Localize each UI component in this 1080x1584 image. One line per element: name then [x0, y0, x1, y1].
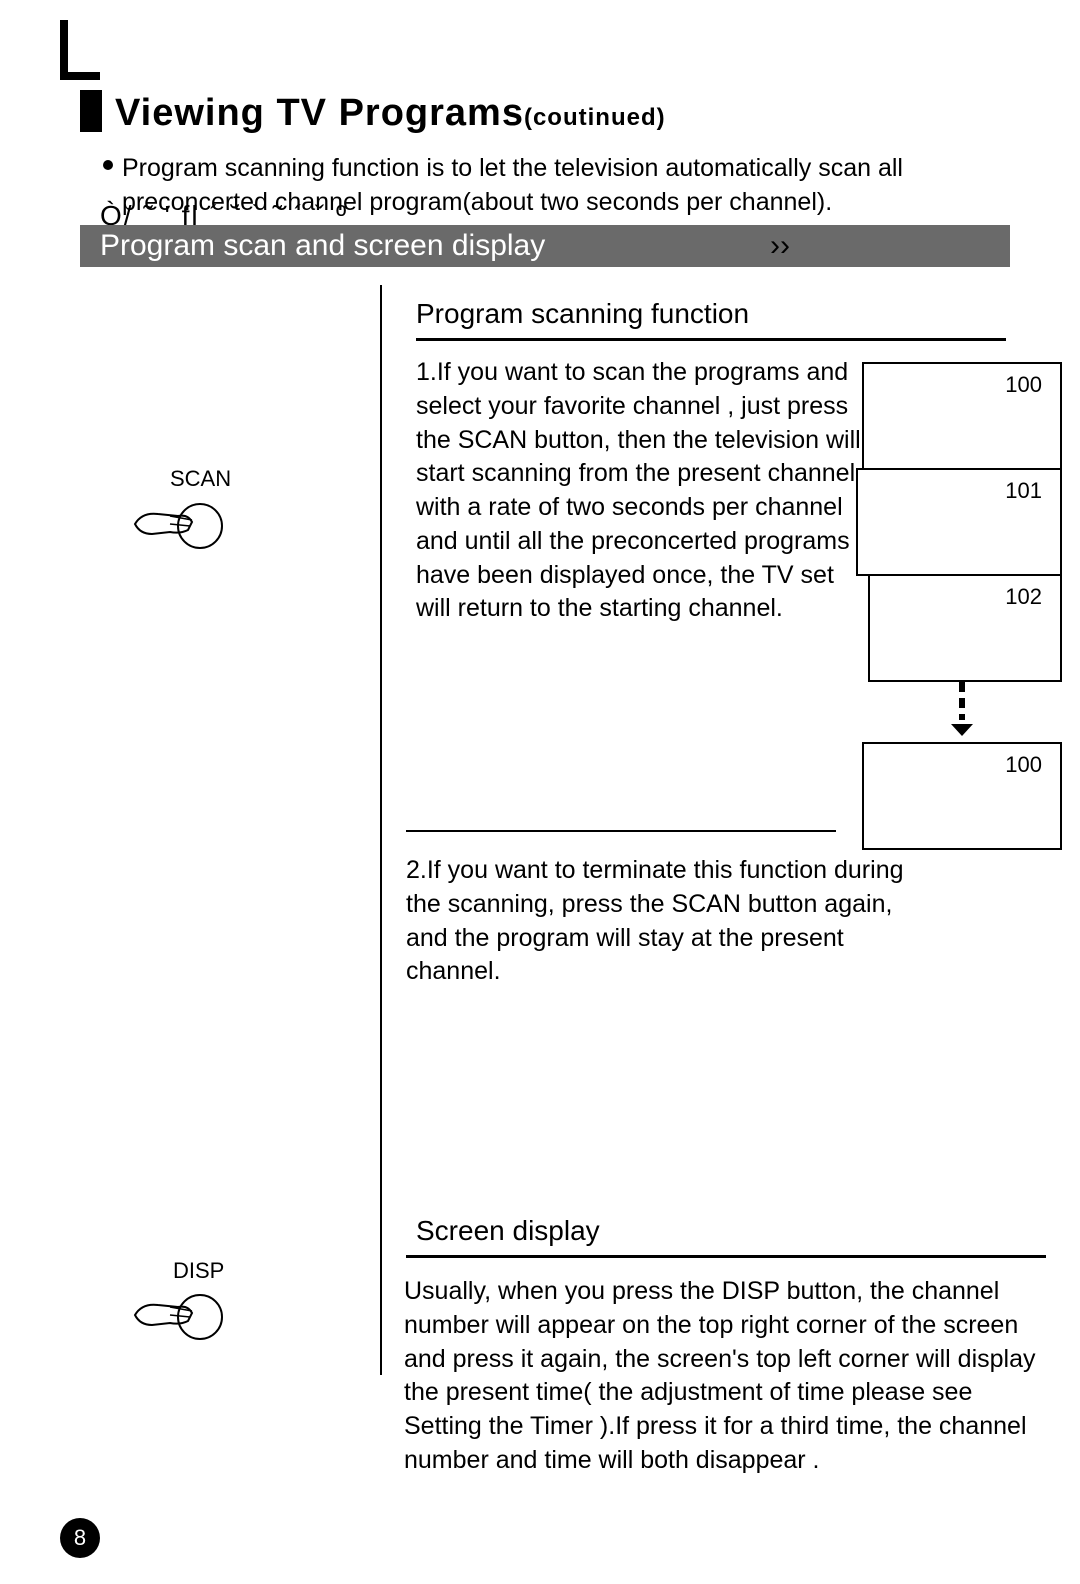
hand-press-icon	[130, 1285, 230, 1345]
channel-box: 101	[856, 468, 1062, 576]
disp-heading: Screen display	[416, 1215, 600, 1247]
section-header-text: Program scan and screen display	[100, 229, 545, 262]
scan-heading-rule	[416, 338, 1006, 341]
page-number-badge: 8	[60, 1518, 100, 1558]
scan-button-label: SCAN	[170, 466, 231, 492]
disp-button-label: DISP	[173, 1258, 224, 1284]
page-title: Viewing TV Programs(coutinued)	[115, 92, 666, 135]
chevrons-icon: ››	[770, 225, 790, 267]
disp-paragraph: Usually, when you press the DISP button,…	[404, 1275, 1054, 1478]
channel-number: 101	[1005, 478, 1042, 504]
hand-press-icon	[130, 494, 230, 554]
channel-box: 100	[862, 742, 1062, 850]
channel-box: 102	[868, 574, 1062, 682]
scan-heading: Program scanning function	[416, 298, 749, 330]
channel-box: 100	[862, 362, 1062, 470]
corner-bracket-decoration	[60, 20, 100, 80]
channel-number: 100	[1005, 752, 1042, 778]
page-title-continued: (coutinued)	[524, 104, 666, 131]
dotted-arrow-icon	[862, 680, 1062, 742]
page-number: 8	[74, 1525, 86, 1550]
channel-number: 100	[1005, 372, 1042, 398]
title-accent-bar	[80, 90, 102, 132]
disp-heading-rule	[406, 1255, 1046, 1258]
bullet-dot-icon	[103, 160, 113, 170]
channel-stack-diagram: 100 101 102 100	[862, 362, 1062, 848]
scan-paragraph-1: 1.If you want to scan the programs and s…	[416, 356, 866, 626]
channel-number: 102	[1005, 584, 1042, 610]
section-header-bar: Program scan and screen display ››	[80, 225, 1010, 267]
page-title-main: Viewing TV Programs	[115, 92, 524, 134]
scan-paragraph-2: 2.If you want to terminate this function…	[406, 854, 926, 989]
vertical-divider	[380, 285, 382, 1375]
mid-divider-rule	[406, 830, 836, 832]
